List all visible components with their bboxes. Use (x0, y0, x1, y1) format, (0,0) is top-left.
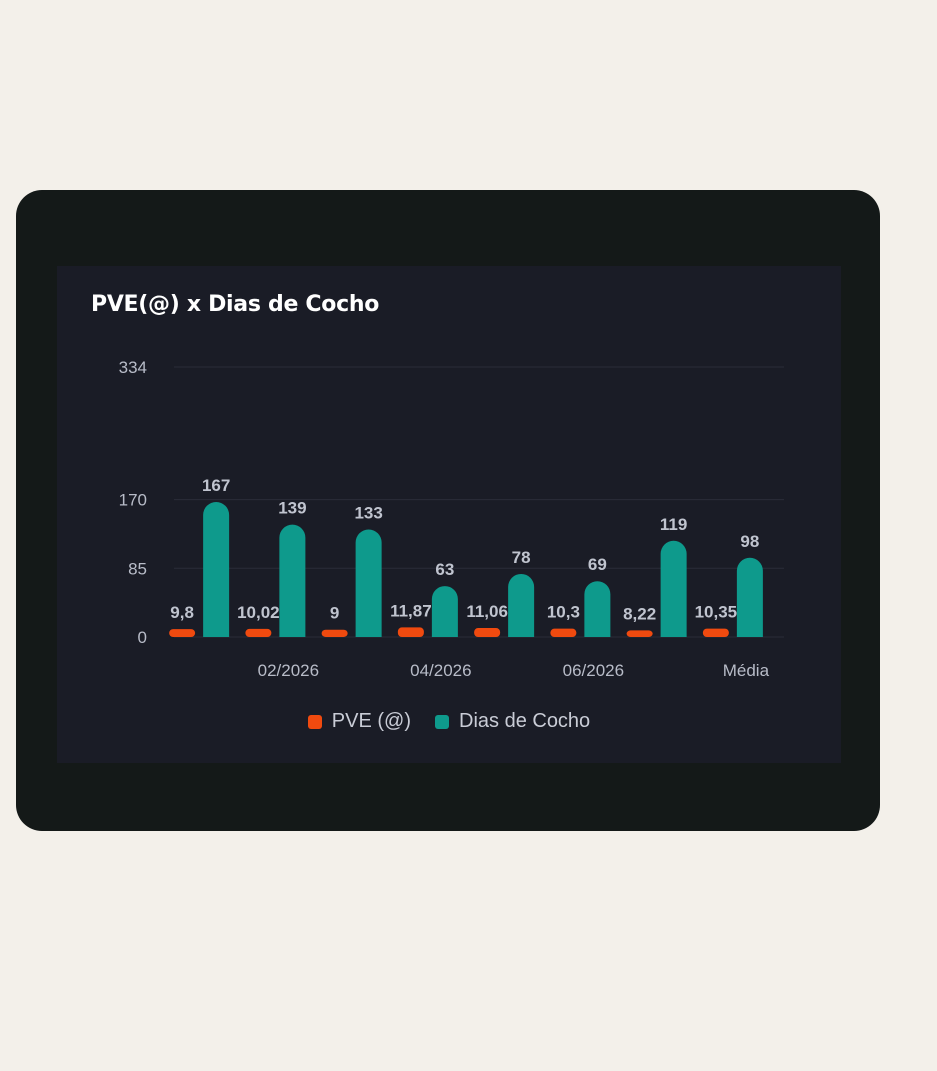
data-label-dias-de-cocho: 69 (588, 555, 607, 574)
bar-pve (397, 627, 424, 637)
data-label-dias-de-cocho: 167 (202, 476, 230, 495)
x-tick-label: Média (723, 661, 770, 680)
data-label-dias-de-cocho: 119 (660, 515, 687, 534)
y-tick-label: 170 (119, 491, 147, 510)
data-label-pve: 9,8 (170, 603, 194, 622)
legend-label-dias: Dias de Cocho (459, 710, 591, 732)
bar-dias-de-cocho (355, 529, 382, 637)
data-label-pve: 11,87 (390, 601, 432, 620)
y-tick-label: 85 (128, 559, 147, 578)
y-tick-label: 0 (138, 628, 147, 647)
bar-dias-de-cocho (660, 540, 687, 637)
data-label-dias-de-cocho: 98 (740, 532, 759, 551)
data-label-dias-de-cocho: 133 (354, 503, 382, 522)
bar-pve (474, 628, 501, 637)
bar-pve (702, 628, 729, 637)
data-label-pve: 10,3 (547, 603, 580, 622)
bar-dias-de-cocho (736, 557, 763, 637)
legend-label-pve: PVE (@) (331, 710, 411, 732)
legend-item-pve[interactable]: PVE (@) (307, 710, 411, 733)
legend-swatch-pve (307, 714, 322, 729)
bar-pve (550, 628, 577, 637)
data-label-pve: 8,22 (623, 604, 656, 623)
bar-dias-de-cocho (431, 586, 458, 637)
bar-pve (169, 629, 196, 637)
data-label-dias-de-cocho: 63 (435, 560, 454, 579)
data-label-pve: 10,02 (237, 603, 280, 622)
legend-item-dias[interactable]: Dias de Cocho (435, 710, 590, 733)
bar-pve (245, 628, 272, 637)
bar-dias-de-cocho (279, 524, 306, 637)
bar-pve (321, 629, 348, 637)
data-label-pve: 9 (330, 604, 339, 623)
data-label-dias-de-cocho: 78 (512, 548, 531, 567)
bar-dias-de-cocho (203, 502, 230, 637)
y-tick-label: 334 (119, 358, 147, 377)
legend: PVE (@) Dias de Cocho (57, 710, 841, 733)
chart-plot: 0 85 170 334 9,8 167 10,02 139 02/2026 9 133 11,87… (119, 358, 784, 680)
data-label-pve: 11,06 (466, 602, 508, 621)
legend-swatch-dias (435, 714, 449, 729)
chart-panel: PVE(@) x Dias de Cocho 0 85 170 334 9,8 167 1… (57, 266, 841, 763)
bar-pve (626, 630, 653, 637)
data-label-dias-de-cocho: 139 (278, 499, 306, 518)
x-tick-label: 06/2026 (563, 661, 624, 680)
bar-dias-de-cocho (508, 573, 535, 637)
data-label-pve: 10,35 (695, 603, 738, 622)
chart-title: PVE(@) x Dias de Cocho (91, 292, 380, 317)
outer-card: PVE(@) x Dias de Cocho 0 85 170 334 9,8 167 1… (16, 190, 880, 831)
x-tick-label: 04/2026 (410, 661, 471, 680)
bar-dias-de-cocho (584, 581, 611, 637)
x-tick-label: 02/2026 (258, 661, 319, 680)
